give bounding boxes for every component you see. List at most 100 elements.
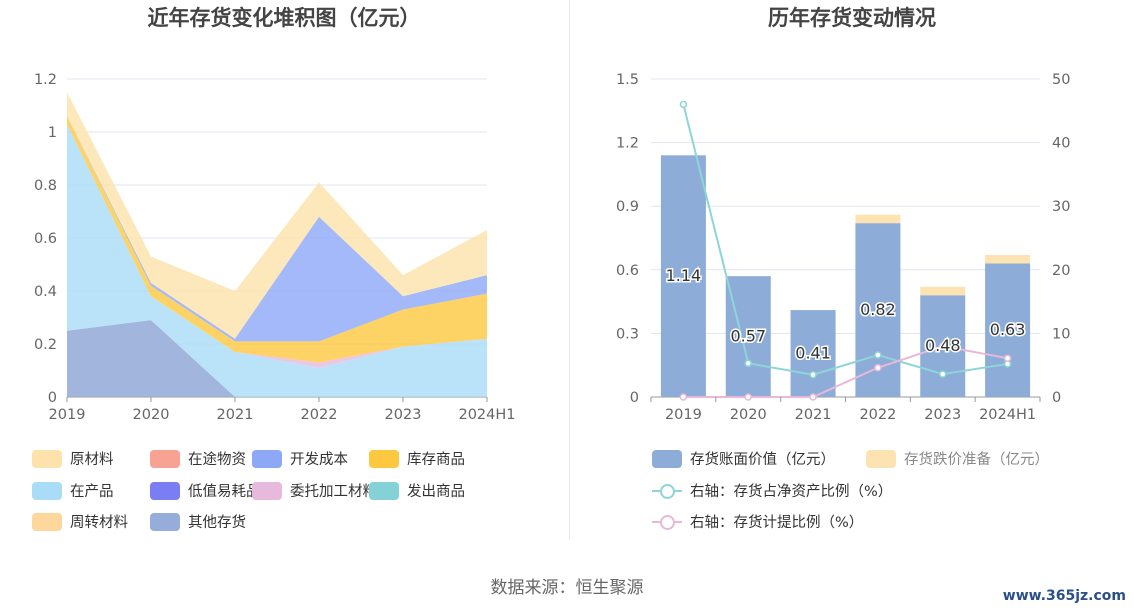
line-inventory-ratio xyxy=(682,104,1008,376)
bar-book-value xyxy=(985,263,1031,397)
legend-swatch xyxy=(652,449,682,468)
legend-item[interactable]: 在途物资 xyxy=(150,448,246,469)
legend-item[interactable]: 在产品 xyxy=(32,480,114,501)
line-point xyxy=(939,370,947,378)
legend-item[interactable]: 库存商品 xyxy=(369,448,465,469)
bar-data-label: 0.82 xyxy=(860,300,896,319)
right-bar-line-chart: 0 0.3 0.6 0.9 1.2 1.5 0 10 20 30 40 50 1.14 0.57 0.41 0… xyxy=(616,72,1071,423)
line-point xyxy=(744,359,752,368)
right-x-tick-label: 2021 xyxy=(795,407,832,423)
right-x-tick-label: 2019 xyxy=(665,407,702,423)
left-chart-title: 近年存货变化堆积图（亿元） xyxy=(147,6,421,30)
legend-item[interactable]: 原材料 xyxy=(32,448,114,469)
legend-swatch xyxy=(150,449,180,468)
bar-impairment xyxy=(985,254,1031,264)
area-库存商品 xyxy=(67,116,487,363)
legend-label: 低值易耗品 xyxy=(188,484,261,500)
legend-item[interactable]: 其他存货 xyxy=(150,511,246,532)
left-y-tick-label: 0.4 xyxy=(34,284,57,300)
legend-swatch xyxy=(652,513,682,531)
legend-swatch xyxy=(866,449,896,468)
right-y-tick-label: 0 xyxy=(630,390,639,406)
left-y-tick-label: 0.8 xyxy=(34,178,57,194)
right-x-tick-label: 2023 xyxy=(924,407,961,423)
bar-data-label: 1.14 xyxy=(666,266,702,285)
legend-swatch xyxy=(32,449,62,468)
panel-divider xyxy=(569,0,570,540)
legend-label: 库存商品 xyxy=(407,452,465,468)
left-x-tick-label: 2020 xyxy=(133,407,170,423)
legend-item[interactable]: 存货跌价准备（亿元） xyxy=(866,448,1049,469)
legend-label: 存货跌价准备（亿元） xyxy=(904,452,1049,468)
right-y2-tick-label: 50 xyxy=(1052,72,1070,88)
line-point xyxy=(874,363,882,372)
right-y2-tick-label: 40 xyxy=(1052,136,1070,152)
left-x-tick-label: 2021 xyxy=(217,407,254,423)
left-y-tick-label: 0.2 xyxy=(34,337,57,353)
legend-item[interactable]: 周转材料 xyxy=(32,511,128,532)
left-y-tick-label: 0.6 xyxy=(34,231,57,247)
line-point xyxy=(679,100,688,109)
legend-label: 周转材料 xyxy=(70,515,128,531)
bar-book-value xyxy=(660,155,706,397)
bar-impairment xyxy=(855,214,901,224)
legend-item[interactable]: 右轴：存货计提比例（%） xyxy=(652,511,863,532)
area-其他存货 xyxy=(67,320,487,397)
legend-item[interactable]: 存货账面价值（亿元） xyxy=(652,448,835,469)
area-开发成本 xyxy=(67,116,487,342)
legend-label: 在途物资 xyxy=(188,452,246,468)
left-y-tick-label: 0 xyxy=(48,390,57,406)
right-x-tick-label: 2024H1 xyxy=(979,407,1036,423)
bar-data-label: 0.41 xyxy=(795,344,831,363)
left-x-tick-label: 2023 xyxy=(385,407,422,423)
legend-swatch xyxy=(32,481,62,500)
bar-data-label: 0.48 xyxy=(925,336,961,355)
right-x-tick-label: 2020 xyxy=(730,407,767,423)
legend-label: 在产品 xyxy=(70,484,114,500)
legend-swatch xyxy=(369,481,399,500)
legend-item[interactable]: 低值易耗品 xyxy=(150,480,261,501)
bar-data-label: 0.57 xyxy=(730,327,766,346)
bar-book-value xyxy=(725,276,771,397)
legend-label: 发出商品 xyxy=(407,484,465,500)
right-y2-tick-label: 20 xyxy=(1052,263,1070,279)
left-stacked-area-chart: 0 0.2 0.4 0.6 0.8 1 1.2 2019 2020 2021 2022 2023 202… xyxy=(34,72,516,423)
right-y2-tick-label: 30 xyxy=(1052,199,1070,215)
legend-item[interactable]: 委托加工材料 xyxy=(252,480,377,501)
bar-data-label: 0.63 xyxy=(990,320,1026,339)
right-y-tick-label: 0.6 xyxy=(616,263,639,279)
line-point xyxy=(1003,354,1012,362)
line-point xyxy=(809,393,817,401)
legend-label: 原材料 xyxy=(70,452,114,468)
left-x-tick-label: 2024H1 xyxy=(458,407,515,423)
bar-book-value xyxy=(790,310,836,397)
area-在产品 xyxy=(67,124,487,398)
legend-swatch xyxy=(252,449,282,468)
legend-label: 右轴：存货占净资产比例（%） xyxy=(690,484,893,500)
left-x-tick-label: 2019 xyxy=(49,407,86,423)
legend-item[interactable]: 发出商品 xyxy=(369,480,465,501)
line-provision-ratio xyxy=(683,345,1008,398)
legend-item[interactable]: 开发成本 xyxy=(252,448,348,469)
right-x-tick-label: 2022 xyxy=(859,407,896,423)
right-y-tick-label: 0.9 xyxy=(616,199,639,215)
legend-label: 开发成本 xyxy=(290,452,348,468)
legend-label: 右轴：存货计提比例（%） xyxy=(690,515,864,531)
area-原材料 xyxy=(67,92,487,339)
legend-label: 存货账面价值（亿元） xyxy=(690,452,835,468)
bar-impairment xyxy=(920,286,966,296)
legend-swatch xyxy=(252,481,282,500)
right-y2-tick-label: 0 xyxy=(1052,390,1061,406)
left-y-tick-label: 1 xyxy=(48,125,57,141)
right-y-tick-label: 0.3 xyxy=(616,326,639,342)
legend-item[interactable]: 右轴：存货占净资产比例（%） xyxy=(652,480,892,501)
line-point xyxy=(809,370,817,379)
legend-label: 委托加工材料 xyxy=(290,484,377,500)
left-y-tick-label: 1.2 xyxy=(34,72,57,88)
legend-swatch xyxy=(150,481,180,500)
watermark-logo: www.365jz.com xyxy=(1002,588,1126,604)
left-x-tick-label: 2022 xyxy=(301,407,338,423)
right-y2-tick-label: 10 xyxy=(1052,326,1070,342)
legend-swatch xyxy=(150,512,180,531)
right-y-tick-label: 1.5 xyxy=(616,72,639,88)
